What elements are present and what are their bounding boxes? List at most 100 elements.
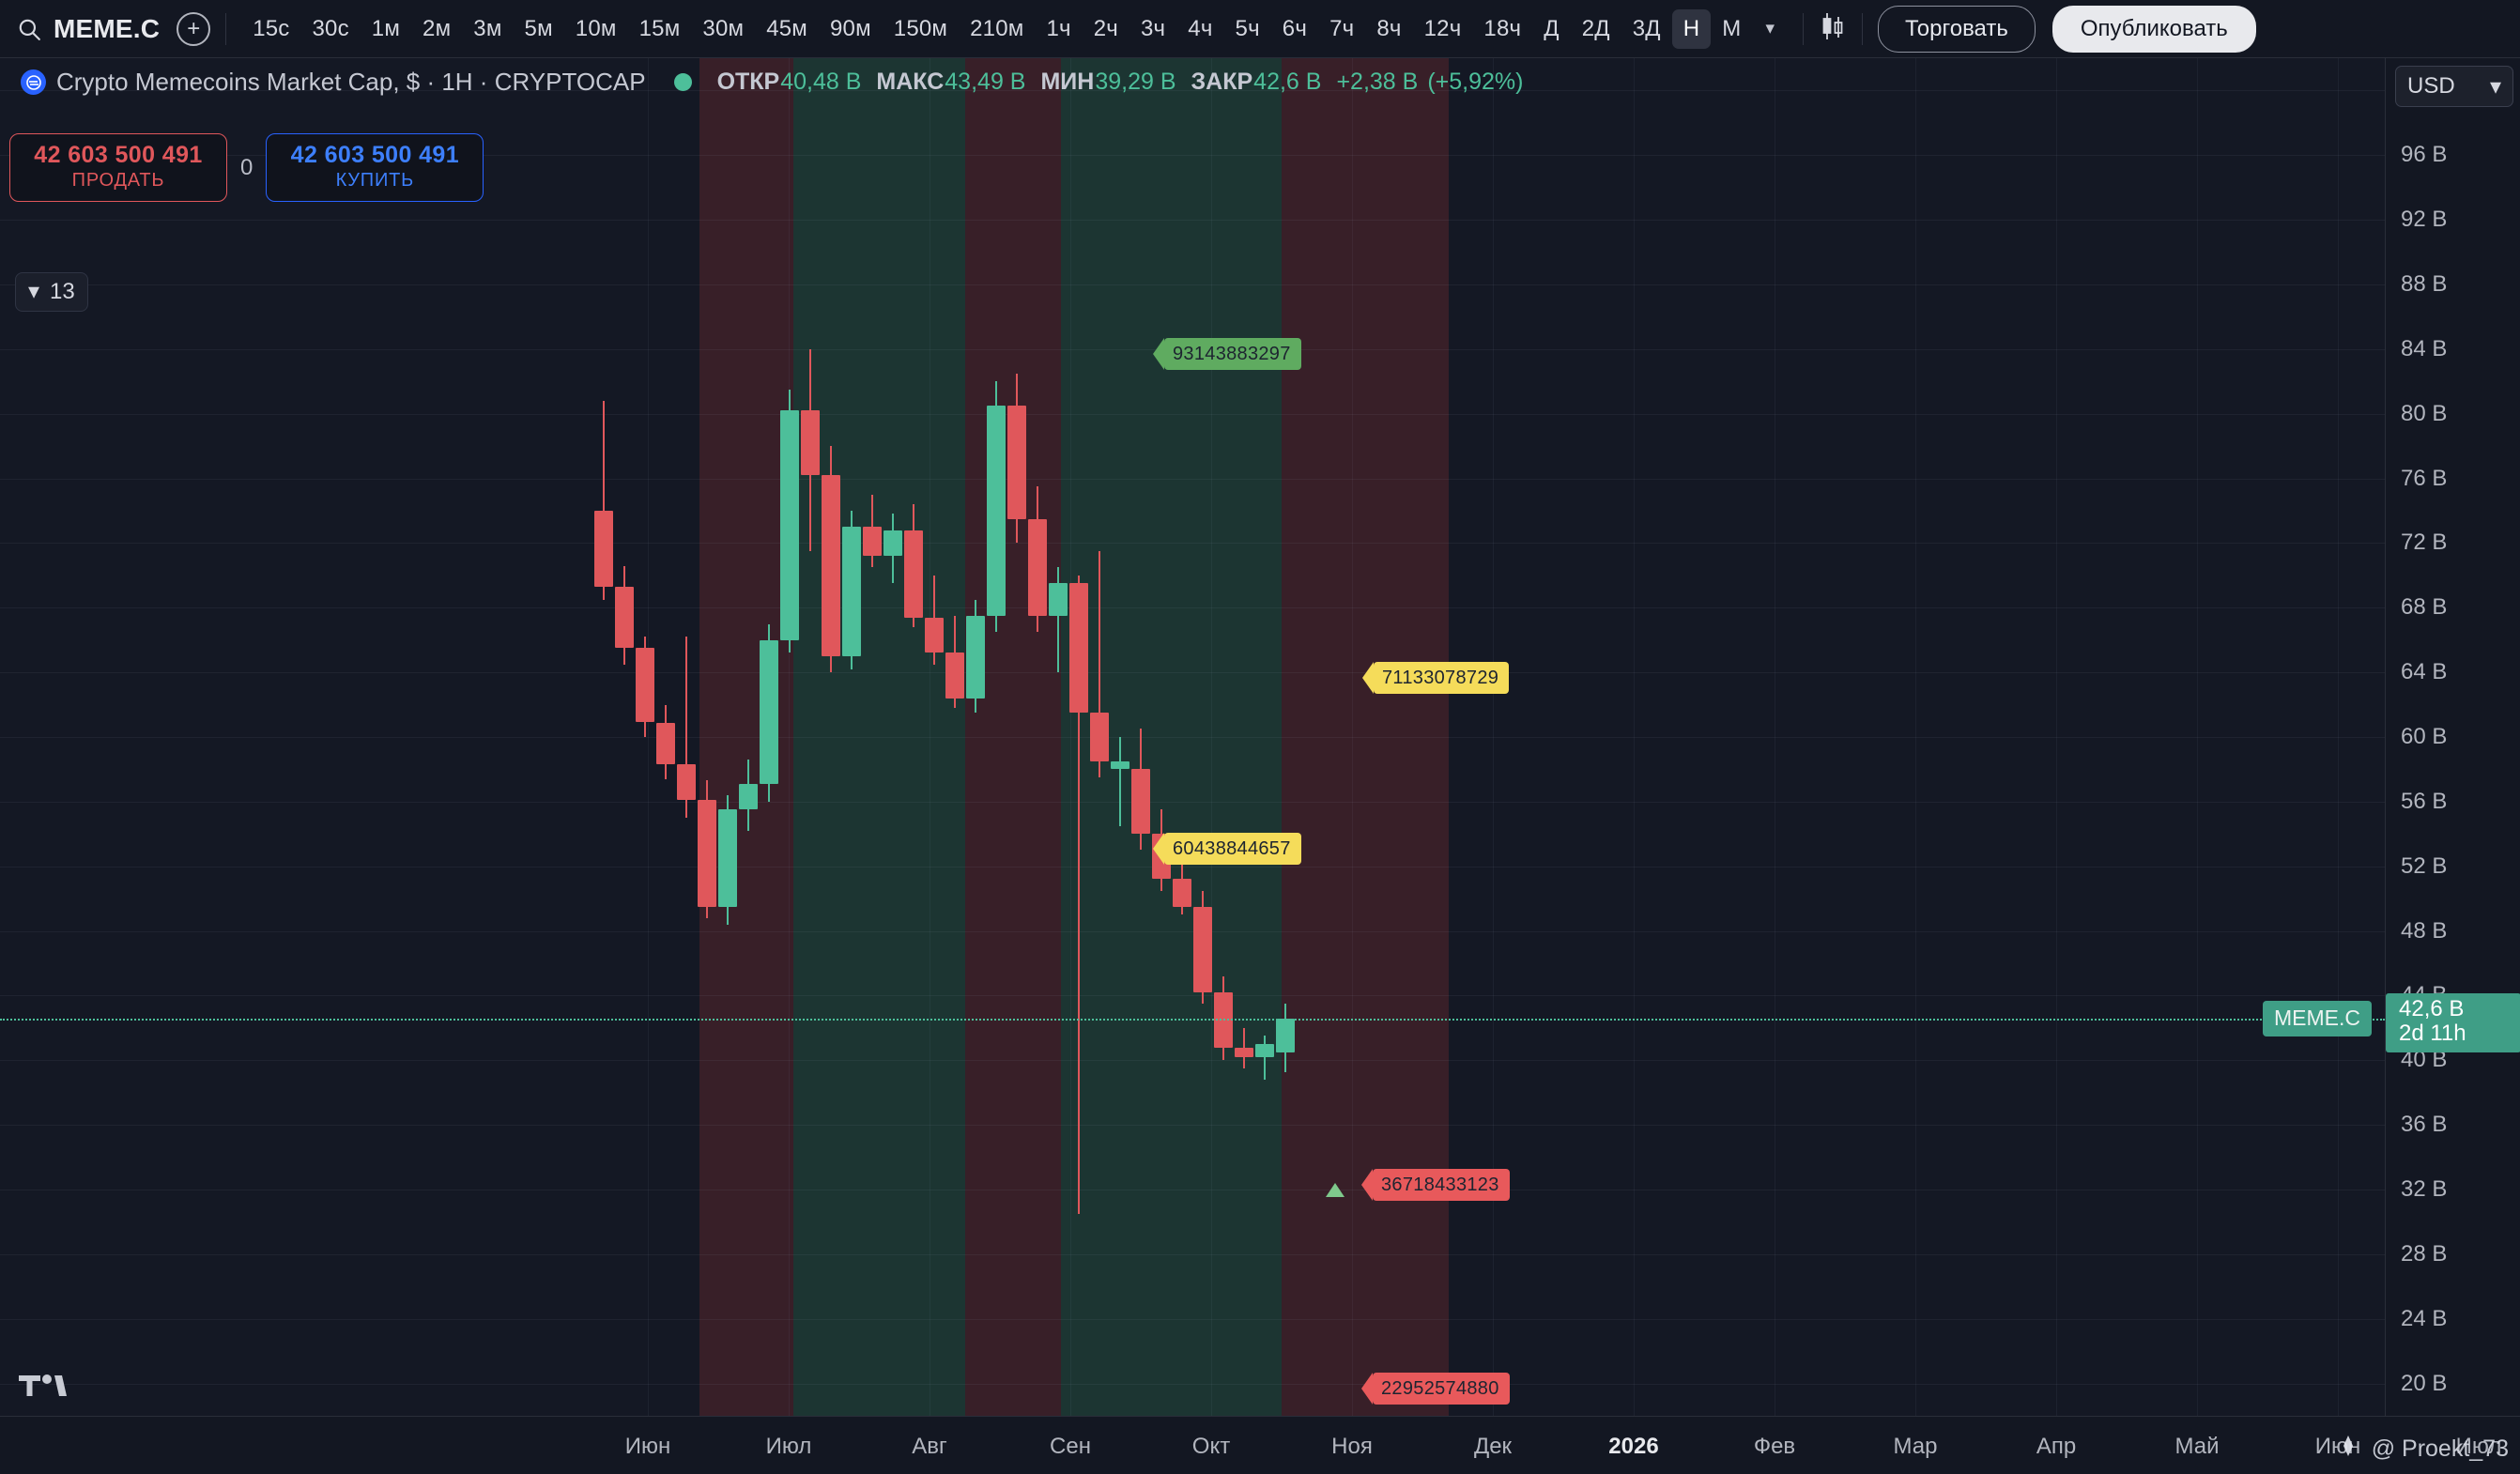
time-tick: 2026 [1608,1434,1659,1459]
timeframe-12ч[interactable]: 12ч [1423,15,1462,41]
candle [1152,58,1171,1416]
candle [863,58,882,1416]
gridline [0,220,2385,222]
chevron-down-icon: ▾ [2489,73,2501,100]
gridline [0,1060,2385,1062]
candle-body [1276,1018,1295,1052]
gridline [0,930,2385,932]
gridline [0,1383,2385,1385]
candle-body [1255,1044,1274,1057]
price-tag: 36718433123 [1361,1169,1510,1201]
timeframe-90м[interactable]: 90м [829,15,871,41]
timeframe-Д[interactable]: Д [1544,15,1560,41]
current-price-value: 42,6 B [2399,995,2465,1021]
currency-value: USD [2407,73,2455,99]
chevron-down-icon[interactable]: ▾ [1765,19,1775,38]
timeframe-1ч[interactable]: 1ч [1046,15,1071,41]
timeframe-5м[interactable]: 5м [524,15,553,41]
timeframe-30м[interactable]: 30м [702,15,745,41]
price-tick: 48 B [2401,917,2448,944]
currency-select[interactable]: USD ▾ [2395,66,2513,107]
chart-plot[interactable]: MEME.C 93143883297 71133078729 60438844657… [0,58,2385,1416]
candle [1173,58,1191,1416]
timeframe-45м[interactable]: 45м [766,15,807,41]
candle-body [904,530,923,618]
gridline [0,413,2385,415]
candle [1049,58,1068,1416]
candle-body [760,639,778,784]
buy-button[interactable]: 42 603 500 491 КУПИТЬ [266,133,484,202]
timeframe-4ч[interactable]: 4ч [1188,15,1213,41]
candle-body [863,527,882,557]
candle-body [925,617,944,653]
time-tick: Окт [1191,1434,1231,1459]
timeframe-18ч[interactable]: 18ч [1483,15,1522,41]
gridline [2338,58,2339,1416]
time-tick: Июн [2314,1434,2361,1459]
time-tick: Фев [1753,1434,1796,1459]
symbol-label: MEME.C [54,13,161,43]
candlestick-icon[interactable] [1819,10,1847,47]
price-tick: 52 B [2401,852,2448,879]
timeframe-3Д[interactable]: 3Д [1632,15,1661,41]
highlight-band-red [965,58,1061,1416]
toolbar-divider-1 [225,12,227,45]
timeframe-8ч[interactable]: 8ч [1376,15,1402,41]
gridline [1070,58,1071,1416]
symbol-price-badge: MEME.C [2263,1000,2372,1036]
timeframe-10м[interactable]: 10м [575,15,617,41]
timeframe-3м[interactable]: 3м [473,15,502,41]
gridline [0,866,2385,868]
time-tick: Ноя [1331,1434,1373,1459]
sell-label: ПРОДАТЬ [71,170,165,191]
search-icon [17,17,41,41]
gridline [0,1318,2385,1320]
time-tick: Май [2174,1434,2220,1459]
candle [904,58,923,1416]
timeframe-2Д[interactable]: 2Д [1581,15,1610,41]
time-axis[interactable]: Июн Июл Авг Сен Окт Ноя Дек 2026 Фев Мар Апр Май Июн… [0,1416,2520,1474]
timeframe-3ч[interactable]: 3ч [1141,15,1166,41]
timeframe-1м[interactable]: 1м [371,15,401,41]
candle-body [780,410,799,640]
timeframe-15с[interactable]: 15с [253,15,290,41]
plus-circle-icon[interactable]: + [177,11,211,46]
gridline [0,1253,2385,1255]
timeframe-30с[interactable]: 30с [312,15,349,41]
timeframe-15м[interactable]: 15м [638,15,681,41]
timeframe-150м[interactable]: 150м [893,15,948,41]
time-tick: Авг [912,1434,947,1459]
price-axis[interactable]: USD ▾ 100 B96 B92 B88 B84 B80 B76 B72 B6… [2385,58,2520,1416]
candle-wick [603,400,605,600]
time-tick: Мар [1893,1434,1938,1459]
gridline [0,284,2385,285]
candle [945,58,964,1416]
timeframe-7ч[interactable]: 7ч [1329,15,1355,41]
quantity-stepper[interactable]: ▾ 13 [15,272,88,312]
timeframe-5ч[interactable]: 5ч [1235,15,1260,41]
timeframe-6ч[interactable]: 6ч [1282,15,1308,41]
price-tick: 64 B [2401,659,2448,685]
timeframe-210м[interactable]: 210м [970,15,1024,41]
trade-button[interactable]: Торговать [1878,5,2036,53]
timeframe-2м[interactable]: 2м [423,15,452,41]
order-panel: 42 603 500 491 ПРОДАТЬ 0 42 603 500 491 … [9,133,484,202]
candle [1255,58,1274,1416]
price-tick: 28 B [2401,1240,2448,1267]
candle [966,58,985,1416]
buy-label: КУПИТЬ [335,170,415,191]
symbol-search[interactable]: MEME.C [0,0,173,57]
timeframe-М[interactable]: М [1722,15,1742,41]
gridline [0,801,2385,803]
chart-area[interactable]: MEME.C 93143883297 71133078729 60438844657… [0,58,2520,1416]
time-tick: Июл [765,1434,812,1459]
toolbar-divider-3 [1862,12,1864,45]
candle-body [966,615,985,699]
candle [1193,58,1212,1416]
sell-button[interactable]: 42 603 500 491 ПРОДАТЬ [9,133,227,202]
timeframe-2ч[interactable]: 2ч [1093,15,1118,41]
timeframe-Н[interactable]: Н [1671,8,1712,49]
publish-button[interactable]: Опубликовать [2051,5,2256,53]
candle [698,58,716,1416]
gridline [789,58,790,1416]
